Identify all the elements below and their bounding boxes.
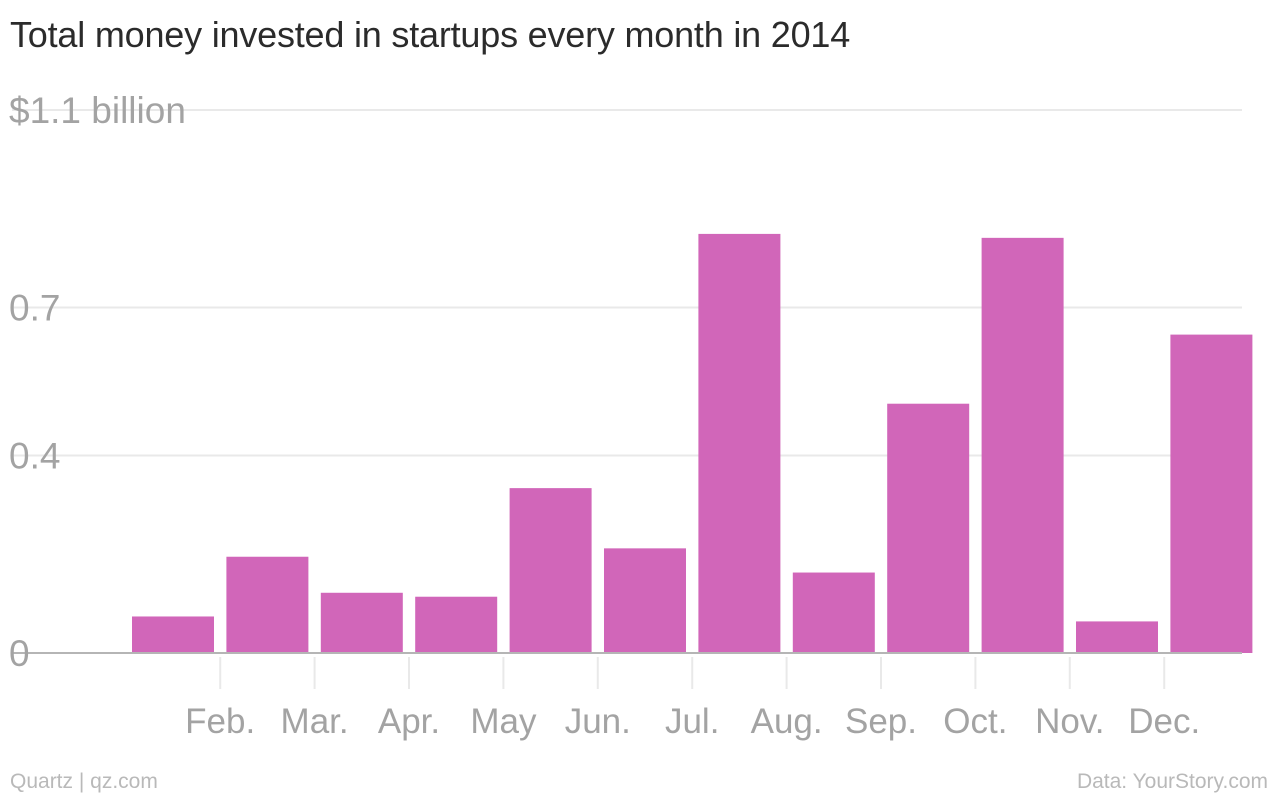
bar-6 xyxy=(698,233,781,654)
footer-credit: Quartz | qz.com xyxy=(10,770,158,793)
x-tick-label: Aug. xyxy=(751,702,823,741)
x-tick-label: Jun. xyxy=(565,702,631,741)
x-tick-label: Dec. xyxy=(1128,702,1200,741)
x-tick-label: Apr. xyxy=(378,702,440,741)
y-tick-label: 0.7 xyxy=(9,287,60,328)
bar-8 xyxy=(887,403,970,653)
x-tick-label: Feb. xyxy=(185,702,255,741)
bar-9 xyxy=(981,237,1064,654)
x-tick-label: May xyxy=(470,702,537,741)
bar-11 xyxy=(1170,334,1253,653)
y-tick-label: 0.4 xyxy=(9,436,60,477)
chart-title: Total money invested in startups every m… xyxy=(10,14,851,55)
x-tick-label: Sep. xyxy=(845,702,917,741)
bar-7 xyxy=(792,572,875,653)
y-tick-label: $1.1 billion xyxy=(9,90,186,131)
footer-source: Data: YourStory.com xyxy=(1076,770,1268,793)
x-tick-label: Mar. xyxy=(281,702,349,741)
bar-1 xyxy=(226,556,309,653)
bar-3 xyxy=(415,596,498,653)
x-tick-label: Nov. xyxy=(1035,702,1104,741)
y-axis-ticks: 0 0.4 0.7 $1.1 billion xyxy=(9,90,186,674)
bar-0 xyxy=(132,616,214,653)
x-axis-ticks: Feb. Mar. Apr. May Jun. Jul. Aug. Sep. Oct. Nov. D… xyxy=(185,702,1200,741)
x-tick-label: Oct. xyxy=(943,702,1007,741)
bar-5 xyxy=(604,548,686,653)
bars xyxy=(132,233,1253,654)
x-tick-label: Jul. xyxy=(665,702,719,741)
bar-2 xyxy=(320,592,403,653)
bar-10 xyxy=(1076,621,1158,653)
bar-4 xyxy=(509,488,592,653)
y-tick-label: 0 xyxy=(9,633,30,674)
x-axis xyxy=(12,652,1242,689)
